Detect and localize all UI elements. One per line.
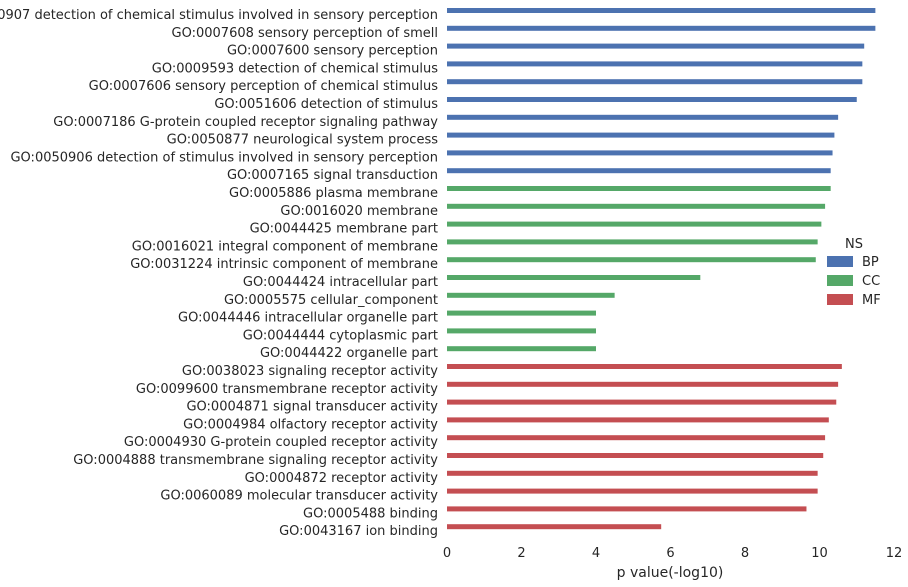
bar-bp-2: [447, 43, 865, 49]
bar-bp-5: [447, 97, 857, 102]
category-label-8: GO:0050906 detection of stimulus involve…: [10, 150, 438, 165]
category-label-24: GO:0004930 G-protein coupled receptor ac…: [124, 435, 438, 450]
x-tick-label-1: 2: [517, 546, 525, 561]
category-label-6: GO:0007186 G-protein coupled receptor si…: [53, 115, 438, 130]
bar-bp-9: [447, 168, 831, 174]
bar-cc-18: [447, 328, 596, 334]
legend-title: NS: [845, 237, 863, 252]
bar-mf-26: [447, 470, 818, 476]
bar-cc-13: [447, 239, 818, 245]
legend-swatch-cc: [827, 275, 853, 286]
bar-bp-6: [447, 114, 839, 120]
category-label-21: GO:0099600 transmembrane receptor activi…: [136, 382, 438, 397]
bar-cc-16: [447, 292, 615, 298]
bars-group: [447, 8, 876, 530]
category-label-14: GO:0031224 intrinsic component of membra…: [130, 257, 438, 272]
x-axis-label: p value(-log10): [617, 565, 724, 581]
category-label-10: GO:0005886 plasma membrane: [229, 186, 438, 201]
bar-bp-8: [447, 150, 833, 156]
category-label-1: GO:0007608 sensory perception of smell: [172, 26, 438, 41]
x-tick-labels: 0 2 4 6 8 10 12: [443, 546, 902, 561]
bar-cc-14: [447, 257, 816, 263]
bar-mf-21: [447, 381, 839, 387]
bar-bp-0: [447, 8, 876, 13]
category-label-23: GO:0004984 olfactory receptor activity: [183, 417, 438, 432]
category-label-3: GO:0009593 detection of chemical stimulu…: [152, 61, 438, 76]
category-label-4: GO:0007606 sensory perception of chemica…: [89, 79, 439, 94]
bar-mf-25: [447, 453, 824, 458]
category-label-12: GO:0044425 membrane part: [250, 222, 438, 237]
bar-cc-15: [447, 275, 701, 280]
bar-cc-17: [447, 310, 596, 316]
category-label-28: GO:0005488 binding: [303, 506, 438, 521]
bar-mf-20: [447, 364, 842, 369]
x-tick-label-5: 10: [811, 546, 828, 561]
category-labels: GO:0050907 detection of chemical stimulu…: [0, 8, 438, 539]
legend-label-mf: MF: [862, 293, 881, 308]
bar-mf-29: [447, 524, 662, 530]
category-label-27: GO:0060089 molecular transducer activity: [160, 489, 438, 504]
bar-bp-4: [447, 79, 863, 85]
category-label-2: GO:0007600 sensory perception: [227, 44, 438, 59]
category-label-7: GO:0050877 neurological system process: [167, 133, 439, 148]
category-label-29: GO:0043167 ion binding: [279, 524, 438, 539]
x-tick-label-6: 12: [886, 546, 903, 561]
category-label-13: GO:0016021 integral component of membran…: [132, 239, 438, 254]
category-label-11: GO:0016020 membrane: [280, 204, 438, 219]
category-label-22: GO:0004871 signal transducer activity: [186, 400, 438, 415]
x-tick-label-4: 8: [741, 546, 749, 561]
category-label-0: GO:0050907 detection of chemical stimulu…: [0, 8, 438, 23]
bar-bp-7: [447, 132, 835, 138]
category-label-25: GO:0004888 transmembrane signaling recep…: [73, 453, 438, 468]
category-label-16: GO:0005575 cellular_component: [224, 293, 438, 308]
bar-mf-24: [447, 435, 826, 441]
x-tick-label-2: 4: [592, 546, 600, 561]
bar-mf-23: [447, 417, 829, 423]
bar-cc-19: [447, 346, 596, 352]
category-label-26: GO:0004872 receptor activity: [245, 471, 439, 486]
category-label-19: GO:0044422 organelle part: [260, 346, 438, 361]
x-tick-label-0: 0: [443, 546, 451, 561]
bar-mf-27: [447, 488, 818, 494]
bar-mf-28: [447, 506, 807, 512]
legend-swatch-bp: [827, 256, 853, 267]
legend-label-cc: CC: [862, 274, 880, 289]
legend-swatch-mf: [827, 294, 853, 305]
category-label-15: GO:0044424 intracellular part: [243, 275, 438, 290]
bar-cc-10: [447, 186, 831, 191]
category-label-5: GO:0051606 detection of stimulus: [214, 97, 438, 112]
bar-bp-1: [447, 25, 876, 31]
category-label-17: GO:0044446 intracellular organelle part: [178, 311, 438, 326]
legend-label-bp: BP: [862, 255, 879, 270]
bar-cc-11: [447, 203, 826, 209]
category-label-9: GO:0007165 signal transduction: [227, 168, 438, 183]
bar-cc-12: [447, 221, 822, 227]
bar-mf-22: [447, 399, 837, 405]
category-label-20: GO:0038023 signaling receptor activity: [182, 364, 438, 379]
bar-bp-3: [447, 61, 863, 67]
x-tick-label-3: 6: [666, 546, 674, 561]
category-label-18: GO:0044444 cytoplasmic part: [243, 328, 438, 343]
legend: NS BP CC MF: [827, 237, 881, 308]
